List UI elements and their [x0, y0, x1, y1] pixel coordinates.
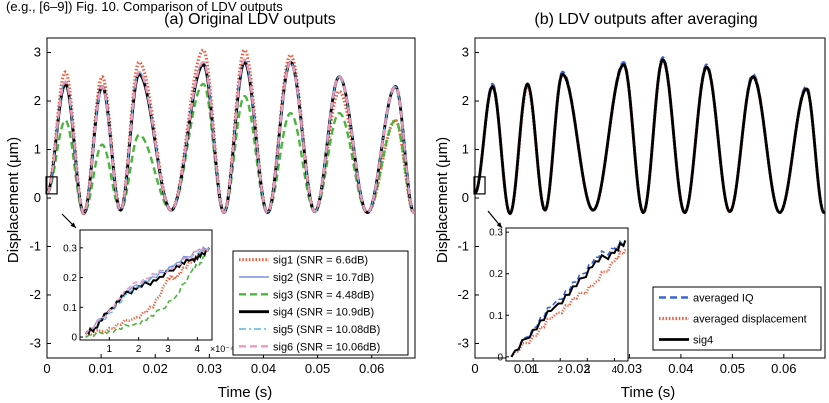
- inset-x-tick-label: 2: [136, 344, 142, 355]
- legend-label: sig4 (SNR = 10.9dB): [273, 307, 374, 319]
- chart-b-title: (b) LDV outputs after averaging: [534, 11, 757, 28]
- inset-series-line: [510, 239, 627, 358]
- x-tick-label: 0.06: [771, 361, 796, 376]
- x-tick-label: 0.02: [143, 361, 168, 376]
- x-tick-label: 0.05: [720, 361, 745, 376]
- inset-frame: [79, 229, 213, 341]
- zoom-region-marker: [45, 176, 58, 195]
- chart-a-title: (a) Original LDV outputs: [164, 11, 336, 28]
- y-tick-label: -2: [29, 287, 41, 302]
- inset-y-tick-label: 0.1: [489, 311, 503, 322]
- chart-a: (a) Original LDV outputs Displacement (μ…: [5, 11, 416, 401]
- y-tick-label: -1: [29, 238, 41, 253]
- inset-x-tick-label: 2: [557, 365, 563, 376]
- inset-x-exponent-label: ×10⁻⁴: [210, 344, 234, 354]
- legend-label: sig6 (SNR = 10.06dB): [273, 341, 380, 353]
- legend-label: sig1 (SNR = 6.6dB): [273, 255, 368, 267]
- y-tick-label: -1: [457, 238, 469, 253]
- x-tick-label: 0.04: [668, 361, 693, 376]
- x-tick-label: 0.03: [617, 361, 642, 376]
- inset-series-line: [510, 240, 627, 358]
- inset-y-tick-label: 0.2: [489, 269, 503, 280]
- inset-y-tick-label: 0: [497, 352, 503, 363]
- inset-series-line: [85, 245, 210, 335]
- y-tick-label: 1: [34, 142, 41, 157]
- inset-y-tick-label: 0.3: [489, 228, 503, 239]
- y-tick-label: -3: [29, 335, 41, 350]
- inset-y-tick-label: 0.3: [63, 243, 77, 254]
- chart-a-xlabel: Time (s): [218, 384, 272, 401]
- y-tick-label: 2: [462, 93, 469, 108]
- inset-series-line: [85, 247, 210, 336]
- header-text: (e.g., [6–9]) Fig. 10. Comparison of LDV…: [6, 0, 283, 14]
- inset-y-tick-label: 0.1: [63, 303, 77, 314]
- zoom-arrow-head: [496, 222, 502, 228]
- y-tick-label: 3: [462, 45, 469, 60]
- inset-series-line: [85, 247, 210, 338]
- y-tick-label: 0: [462, 190, 469, 205]
- chart-b: (b) LDV outputs after averaging Displace…: [434, 11, 826, 401]
- inset-series-line: [85, 246, 210, 339]
- inset-series-line: [85, 247, 210, 335]
- inset-series-line: [510, 248, 627, 358]
- legend-box: [232, 250, 409, 356]
- chart-b-ylabel: Displacement (μm): [434, 137, 451, 263]
- zoom-arrow-head: [70, 222, 76, 228]
- x-tick-label: 0.01: [88, 361, 113, 376]
- y-tick-label: -3: [457, 335, 469, 350]
- x-tick-label: 0: [43, 361, 50, 376]
- y-tick-label: 2: [34, 93, 41, 108]
- x-tick-label: 0.01: [514, 361, 539, 376]
- x-tick-label: 0: [471, 361, 478, 376]
- legend-label: sig2 (SNR = 10.7dB): [273, 272, 374, 284]
- inset-y-tick-label: 0.2: [63, 273, 77, 284]
- y-tick-label: 1: [462, 142, 469, 157]
- x-tick-label: 0.03: [197, 361, 222, 376]
- inset-x-tick-label: 4: [612, 365, 618, 376]
- y-tick-label: 0: [34, 190, 41, 205]
- chart-a-ylabel: Displacement (μm): [5, 137, 22, 263]
- inset-x-tick-label: 3: [165, 344, 171, 355]
- series-line-sig6: [47, 58, 415, 215]
- x-tick-label: 0.05: [305, 361, 330, 376]
- inset-x-tick-label: 1: [530, 365, 536, 376]
- legend-label: averaged displacement: [693, 314, 807, 326]
- series-line-sig4: [475, 58, 825, 216]
- zoom-region-marker: [473, 176, 486, 195]
- legend-label: sig5 (SNR = 10.08dB): [273, 324, 380, 336]
- y-tick-label: 3: [34, 45, 41, 60]
- x-tick-label: 0.04: [251, 361, 276, 376]
- x-tick-label: 0.02: [565, 361, 590, 376]
- legend-label: sig3 (SNR = 4.48dB): [273, 289, 374, 301]
- x-tick-label: 0.06: [359, 361, 384, 376]
- inset-x-tick-label: 3: [585, 365, 591, 376]
- chart-b-xlabel: Time (s): [621, 384, 675, 401]
- inset-y-tick-label: 0: [71, 333, 77, 344]
- legend-label: averaged IQ: [693, 293, 754, 305]
- y-tick-label: -2: [457, 287, 469, 302]
- inset-x-tick-label: 1: [107, 344, 113, 355]
- legend-label: sig4: [693, 335, 713, 347]
- inset-x-tick-label: 4: [195, 344, 201, 355]
